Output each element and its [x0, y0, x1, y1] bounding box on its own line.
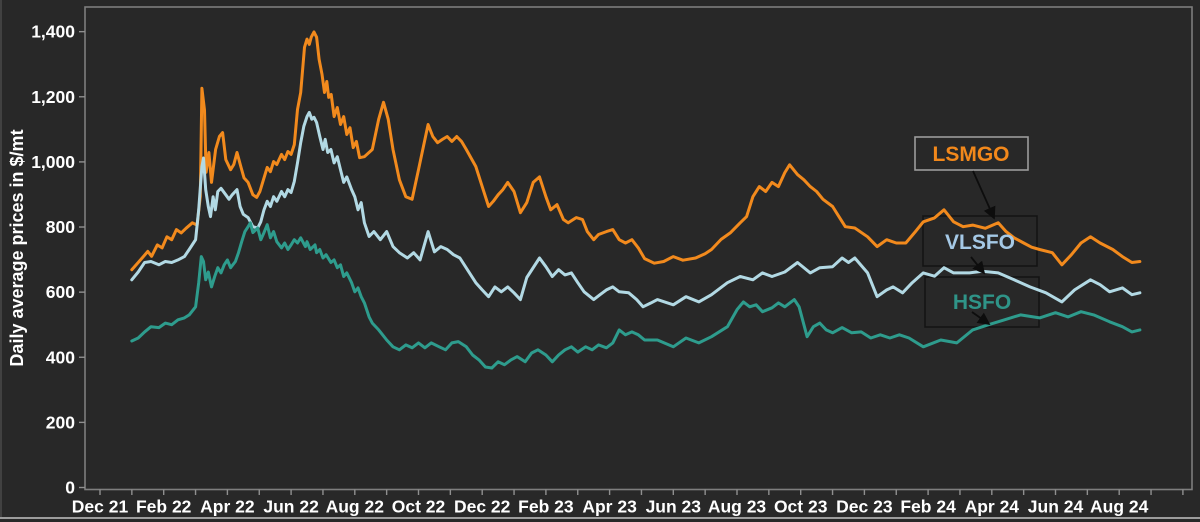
y-tick-label: 200 — [46, 412, 75, 432]
x-tick-label: Aug 22 — [326, 497, 385, 517]
y-tick-label: 0 — [65, 478, 75, 498]
lsmgo-series-label: LSMGO — [933, 143, 1010, 166]
bottom-edge-rule — [0, 517, 1200, 519]
x-tick-label: Feb 24 — [900, 497, 956, 517]
y-tick-label: 400 — [46, 347, 75, 367]
lsmgo-price-line — [130, 30, 1142, 272]
vlsfo-price-line — [130, 110, 1142, 309]
y-tick-label: 1,200 — [31, 87, 75, 107]
x-tick-label: Aug 23 — [708, 497, 767, 517]
y-tick-label: 1,000 — [31, 152, 75, 172]
x-tick-label: Jun 22 — [263, 497, 319, 517]
x-tick-label: Dec 23 — [836, 497, 893, 517]
x-tick-label: Dec 21 — [72, 497, 129, 517]
x-tick-label: Oct 23 — [774, 497, 828, 517]
x-tick-label: Oct 22 — [392, 497, 446, 517]
axes: 0 200 400 600 800 1,000 1,200 1,400 Dec 21 Feb 22… — [31, 22, 1184, 517]
callout-labels: LSMGO VLSFO HSFO — [933, 143, 1015, 326]
hsfo-callout-arrow-icon — [971, 311, 991, 326]
hsfo-price-line — [130, 221, 1142, 370]
vlsfo-series-label: VLSFO — [945, 231, 1015, 254]
x-tick-label: Apr 24 — [965, 497, 1020, 517]
x-tick-label: Feb 23 — [518, 497, 574, 517]
x-tick-label: Dec 22 — [454, 497, 511, 517]
y-axis-title: Daily average prices in $/mt — [7, 129, 27, 366]
x-tick-label: Apr 23 — [582, 497, 637, 517]
series-lines — [130, 30, 1142, 370]
left-edge-rule — [0, 0, 2, 518]
hsfo-series-label: HSFO — [953, 291, 1011, 314]
y-tick-label: 1,400 — [31, 22, 75, 42]
y-tick-label: 600 — [46, 282, 75, 302]
vlsfo-callout-arrow-icon — [970, 256, 986, 275]
plot-frame — [84, 6, 1193, 491]
lsmgo-callout-arrow-icon — [972, 170, 996, 220]
x-tick-label: Jun 23 — [646, 497, 702, 517]
y-tick-label: 800 — [46, 217, 75, 237]
x-tick-label: Feb 22 — [136, 497, 192, 517]
x-tick-label: Aug 24 — [1090, 497, 1149, 517]
lsmgo-callout-box — [914, 136, 1029, 171]
x-tick-label: Apr 22 — [200, 497, 255, 517]
x-tick-label: Jun 24 — [1028, 497, 1084, 517]
